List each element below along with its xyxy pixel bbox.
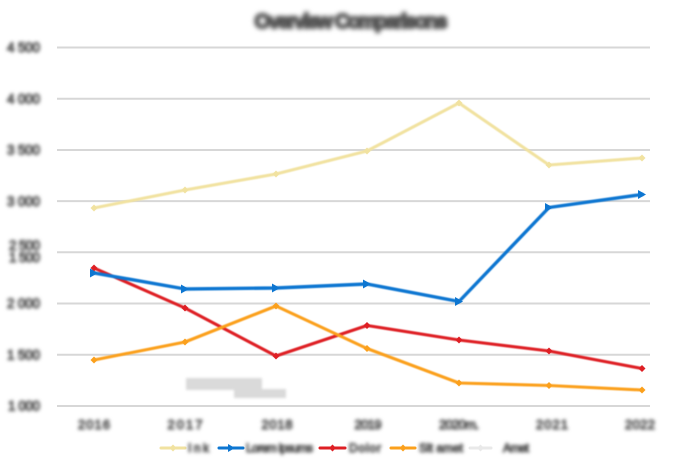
svg-text:1 000: 1 000 xyxy=(8,399,40,414)
svg-text:1 500: 1 500 xyxy=(9,250,40,265)
svg-text:2 000: 2 000 xyxy=(7,296,40,311)
svg-text:2021: 2021 xyxy=(536,417,568,432)
svg-text:Sit amet: Sit amet xyxy=(419,441,464,455)
svg-text:4 000: 4 000 xyxy=(7,91,40,106)
svg-text:3 000: 3 000 xyxy=(7,194,40,209)
svg-text:Lorem ipsums: Lorem ipsums xyxy=(246,441,313,455)
svg-text:3 500: 3 500 xyxy=(7,143,40,158)
svg-text:2022: 2022 xyxy=(625,417,655,432)
svg-text:Amet: Amet xyxy=(503,441,530,455)
svg-text:2016: 2016 xyxy=(78,417,110,432)
svg-text:Overview Comparisons: Overview Comparisons xyxy=(255,10,448,33)
svg-text:2018: 2018 xyxy=(262,417,293,432)
svg-text:2020m.: 2020m. xyxy=(439,417,479,432)
svg-text:Dolor: Dolor xyxy=(349,441,381,455)
svg-text:1 500: 1 500 xyxy=(7,347,40,362)
svg-text:2019: 2019 xyxy=(355,417,382,432)
svg-text:4 500: 4 500 xyxy=(7,40,40,55)
svg-text:Ink: Ink xyxy=(188,441,210,455)
svg-text:2 500: 2 500 xyxy=(9,238,40,253)
